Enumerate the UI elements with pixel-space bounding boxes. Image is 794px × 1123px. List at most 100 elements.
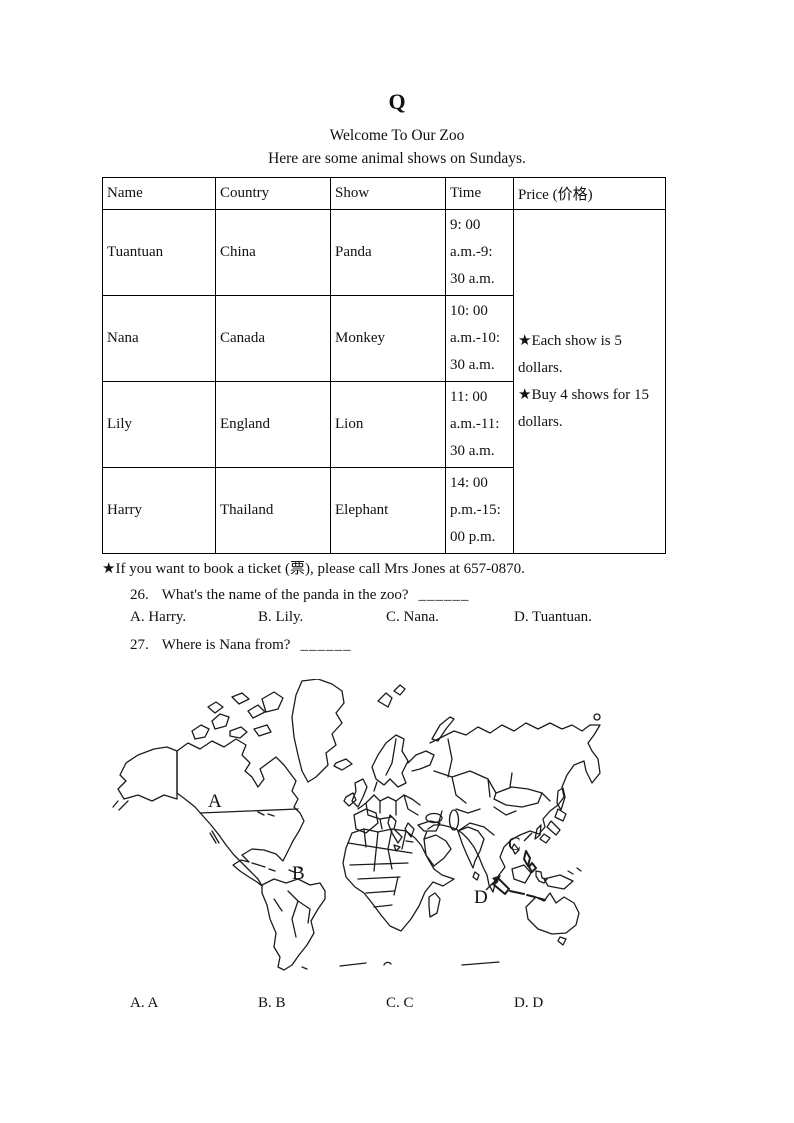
- sakhalin-island: [556, 787, 566, 811]
- question-26-options: A. Harry. B. Lily. C. Nana. D. Tuantuan.: [130, 607, 794, 628]
- header-name: Name: [102, 177, 216, 210]
- cell-show: Lion: [330, 381, 446, 468]
- world-map: A B C D: [112, 679, 601, 971]
- borneo-island: [511, 864, 532, 884]
- madagascar-outline: [428, 892, 441, 918]
- option-a: A. Harry.: [130, 609, 187, 625]
- header-country: Country: [215, 177, 331, 210]
- cell-time: 10: 00 a.m.-10: 30 a.m.: [445, 295, 514, 382]
- option-b: B. Lily.: [258, 609, 304, 625]
- asia-coast: [427, 722, 601, 893]
- header-show: Show: [330, 177, 446, 210]
- question-27: 27. Where is Nana from? ______: [130, 635, 794, 656]
- map-label-d: D: [474, 887, 488, 908]
- passage-subtitle: Welcome To Our Zoo: [329, 127, 465, 144]
- cell-country: England: [215, 381, 331, 468]
- southern-islets: [339, 961, 500, 967]
- cell-time: 9: 00 a.m.-9: 30 a.m.: [445, 209, 514, 296]
- cell-name: Harry: [102, 467, 216, 554]
- ticket-note: ★If you want to book a ticket (票), pleas…: [102, 561, 525, 577]
- header-price: Price (价格): [513, 177, 666, 210]
- novaya-zemlya: [431, 716, 455, 742]
- us-canada-border: [199, 808, 299, 814]
- great-lakes: [257, 811, 275, 817]
- option-b: B. B: [258, 995, 286, 1011]
- cell-name: Nana: [102, 295, 216, 382]
- price-note: ★Each show is 5 dollars.: [518, 332, 622, 376]
- d-arrow-head: [492, 875, 501, 884]
- option-c: C. Nana.: [386, 609, 439, 625]
- south-america-borders: [273, 890, 311, 938]
- cell-time: 11: 00 a.m.-11: 30 a.m.: [445, 381, 514, 468]
- question-text: Where is Nana from?: [161, 637, 291, 653]
- south-america-outline: [261, 878, 326, 971]
- new-guinea-island: [543, 867, 582, 890]
- map-label-b: B: [292, 863, 305, 884]
- table-row: Tuantuan China Panda 9: 00 a.m.-9: 30 a.…: [102, 209, 666, 554]
- table-row: Nana Canada Monkey 10: 00 a.m.-10: 30 a.…: [102, 295, 666, 382]
- greenland-outline: [291, 679, 345, 783]
- option-d: D. Tuantuan.: [514, 609, 592, 625]
- italy-outline: [387, 814, 403, 852]
- iceland-outline: [333, 758, 353, 771]
- korea-peninsula: [534, 824, 542, 840]
- cell-country: Thailand: [215, 467, 331, 554]
- cell-name: Lily: [102, 381, 216, 468]
- table-row: Harry Thailand Elephant 14: 00 p.m.-15: …: [102, 467, 666, 554]
- arctic-islands: [191, 691, 284, 740]
- option-d: D. D: [514, 995, 544, 1011]
- turkey-outline: [417, 820, 441, 840]
- option-a: A. A: [130, 995, 159, 1011]
- question-text: What's the name of the panda in the zoo?: [161, 587, 409, 603]
- header-time: Time: [445, 177, 514, 210]
- baja-peninsula: [209, 830, 220, 844]
- map-label-c: C: [508, 834, 521, 855]
- mongolia-outline: [493, 786, 543, 808]
- svalbard: [377, 684, 406, 708]
- black-sea: [425, 812, 443, 824]
- cell-country: Canada: [215, 295, 331, 382]
- tasmania-island: [557, 936, 567, 946]
- north-america-outline: [176, 738, 305, 887]
- c-tick-mark: [523, 832, 533, 842]
- europe-borders: [365, 794, 421, 830]
- alaska-outline: [112, 746, 178, 811]
- africa-outline: [342, 828, 455, 932]
- africa-borders: [347, 828, 413, 908]
- cell-country: China: [215, 209, 331, 296]
- cell-show: Panda: [330, 209, 446, 296]
- scandinavia-outline: [371, 734, 435, 788]
- europe-coast: [357, 781, 413, 810]
- option-c: C. C: [386, 995, 414, 1011]
- india-outline: [457, 826, 485, 881]
- uk-ireland: [343, 778, 368, 808]
- cell-time: 14: 00 p.m.-15: 00 p.m.: [445, 467, 514, 554]
- falkland-islands: [301, 966, 308, 970]
- asia-borders: [433, 738, 551, 836]
- question-27-options: A. A B. B C. C D. D: [130, 993, 794, 1014]
- answer-blank: ______: [300, 637, 352, 653]
- arabia-outline: [423, 834, 452, 867]
- wrangel-island: [593, 713, 601, 721]
- question-26: 26. What's the name of the panda in the z…: [130, 585, 794, 606]
- map-markers: A B C D: [208, 791, 533, 908]
- caspian-sea: [448, 809, 460, 831]
- map-label-a: A: [208, 791, 222, 812]
- philippines-islands: [523, 850, 537, 873]
- answer-blank: ______: [418, 587, 470, 603]
- australia-outline: [525, 892, 580, 935]
- question-number: 27.: [130, 637, 149, 653]
- price-note: ★Buy 4 shows for 15 dollars.: [518, 386, 649, 430]
- cell-name: Tuantuan: [102, 209, 216, 296]
- cell-show: Monkey: [330, 295, 446, 382]
- cell-show: Elephant: [330, 467, 446, 554]
- table-row: Lily England Lion 11: 00 a.m.-11: 30 a.m…: [102, 381, 666, 468]
- animal-shows-table: Name Country Show Time Price (价格) Tuantu…: [102, 177, 666, 554]
- intro-line: Here are some animal shows on Sundays.: [268, 150, 526, 167]
- greece-outline: [404, 822, 415, 843]
- taiwan-island: [511, 843, 520, 855]
- iberia-outline: [353, 808, 379, 834]
- question-number: 26.: [130, 587, 149, 603]
- page-title: Q: [388, 89, 406, 114]
